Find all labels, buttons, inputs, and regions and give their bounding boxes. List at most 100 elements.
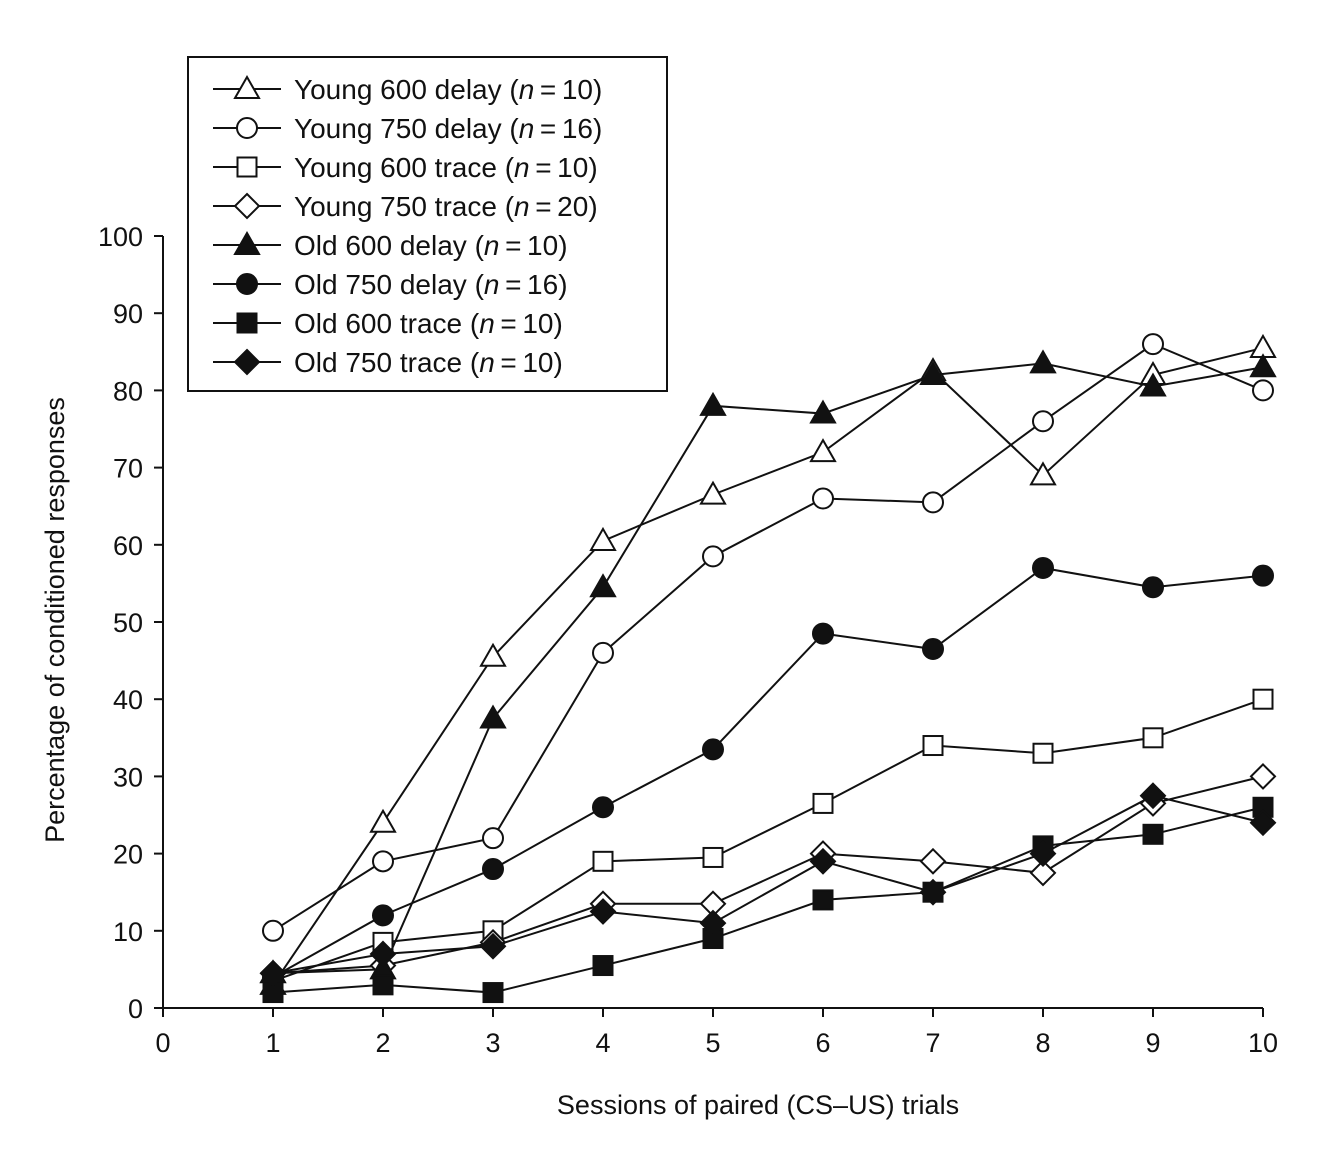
- legend-label: Young 600 delay (n = 10): [294, 74, 602, 105]
- legend-item: Young 600 delay (n = 10): [213, 74, 602, 105]
- square-marker: [1252, 688, 1274, 710]
- series-young-750-delay: [262, 333, 1274, 942]
- square-marker: [812, 792, 834, 814]
- y-tick-label: 70: [113, 454, 143, 484]
- legend-label: Young 600 trace (n = 10): [294, 152, 598, 183]
- square-marker: [482, 982, 504, 1004]
- x-tick-label: 10: [1248, 1028, 1278, 1058]
- triangle-marker: [589, 573, 617, 598]
- legend-n-symbol: n: [514, 191, 530, 222]
- circle-marker: [482, 827, 504, 850]
- circle-marker: [812, 487, 834, 510]
- y-tick-label: 20: [113, 840, 143, 870]
- triangle-marker: [233, 74, 261, 99]
- legend-n-prefix: (: [462, 347, 480, 378]
- legend-label: Old 600 delay (n = 10): [294, 230, 568, 261]
- circle-marker: [1032, 556, 1054, 579]
- circle-marker: [1252, 379, 1274, 402]
- x-tick-label: 3: [485, 1028, 500, 1058]
- series-line: [272, 346, 1264, 986]
- diamond-marker: [259, 959, 287, 987]
- legend-item: Young 750 trace (n = 20): [213, 191, 598, 222]
- x-tick-label: 0: [155, 1028, 170, 1058]
- triangle-marker: [1249, 353, 1277, 378]
- circle-marker: [1252, 564, 1274, 587]
- legend-n-value: 16: [562, 113, 593, 144]
- y-axis-label: Percentage of conditioned responses: [40, 397, 70, 843]
- square-marker: [922, 735, 944, 757]
- square-marker: [1142, 727, 1164, 749]
- legend-n-eq: =: [530, 152, 558, 183]
- legend-label: Young 750 trace (n = 20): [294, 191, 598, 222]
- legend-item: Old 750 trace (n = 10): [213, 347, 563, 378]
- square-marker: [372, 974, 394, 996]
- square-marker: [236, 156, 258, 178]
- legend-n-eq: =: [499, 230, 527, 261]
- y-tick-label: 10: [113, 917, 143, 947]
- legend-n-value: 20: [557, 191, 588, 222]
- legend-n-suffix: ): [558, 230, 567, 261]
- circle-marker: [1032, 410, 1054, 433]
- legend-n-prefix: (: [497, 191, 515, 222]
- series-line: [272, 698, 1264, 982]
- legend-n-eq: =: [495, 308, 523, 339]
- circle-marker: [702, 545, 724, 568]
- legend: Young 600 delay (n = 10) Young 750 delay …: [187, 56, 668, 392]
- diamond-marker: [809, 847, 837, 875]
- triangle-marker: [233, 230, 261, 255]
- legend-n-suffix: ): [554, 347, 563, 378]
- diamond-marker: [369, 940, 397, 968]
- legend-item: Old 600 delay (n = 10): [213, 230, 568, 261]
- triangle-marker: [589, 526, 617, 551]
- series-line: [272, 362, 1264, 975]
- circle-marker: [592, 641, 614, 664]
- triangle-marker: [809, 438, 837, 463]
- legend-n-eq: =: [534, 74, 562, 105]
- diamond-marker: [233, 192, 261, 220]
- circle-marker: [1142, 576, 1164, 599]
- legend-n-value: 10: [522, 308, 553, 339]
- y-tick-label: 60: [113, 531, 143, 561]
- circle-marker: [922, 638, 944, 661]
- legend-n-prefix: (: [462, 308, 480, 339]
- x-tick-label: 6: [815, 1028, 830, 1058]
- legend-n-prefix: (: [467, 230, 485, 261]
- x-tick-label: 5: [705, 1028, 720, 1058]
- legend-name: Old 600 delay: [294, 230, 467, 261]
- legend-label: Old 600 trace (n = 10): [294, 308, 563, 339]
- y-tick-label: 90: [113, 299, 143, 329]
- legend-n-suffix: ): [593, 113, 602, 144]
- legend-n-eq: =: [534, 113, 562, 144]
- legend-item: Old 600 trace (n = 10): [213, 308, 563, 339]
- legend-n-value: 10: [557, 152, 588, 183]
- legend-n-prefix: (: [502, 113, 520, 144]
- legend-n-symbol: n: [479, 347, 495, 378]
- diamond-marker: [233, 348, 261, 376]
- diamond-marker: [1029, 859, 1057, 887]
- triangle-marker: [919, 360, 947, 385]
- x-tick-label: 1: [265, 1028, 280, 1058]
- square-marker: [592, 850, 614, 872]
- triangle-marker: [699, 391, 727, 416]
- diamond-marker: [1139, 782, 1167, 810]
- x-tick-label: 2: [375, 1028, 390, 1058]
- legend-label: Young 750 delay (n = 16): [294, 113, 602, 144]
- triangle-marker: [1029, 461, 1057, 486]
- triangle-marker: [1139, 372, 1167, 397]
- x-tick-label: 8: [1035, 1028, 1050, 1058]
- diamond-marker: [1029, 840, 1057, 868]
- triangle-marker: [479, 704, 507, 729]
- diamond-marker: [589, 898, 617, 925]
- series-line: [272, 794, 1264, 975]
- diamond-marker: [919, 878, 947, 906]
- series-line: [272, 806, 1264, 994]
- series-young-600-trace: [262, 688, 1274, 992]
- legend-name: Young 750 trace: [294, 191, 497, 222]
- circle-marker: [592, 796, 614, 819]
- legend-n-suffix: ): [558, 269, 567, 300]
- legend-n-value: 16: [527, 269, 558, 300]
- circle-marker: [236, 273, 258, 295]
- circle-marker: [236, 117, 258, 139]
- triangle-marker: [809, 399, 837, 424]
